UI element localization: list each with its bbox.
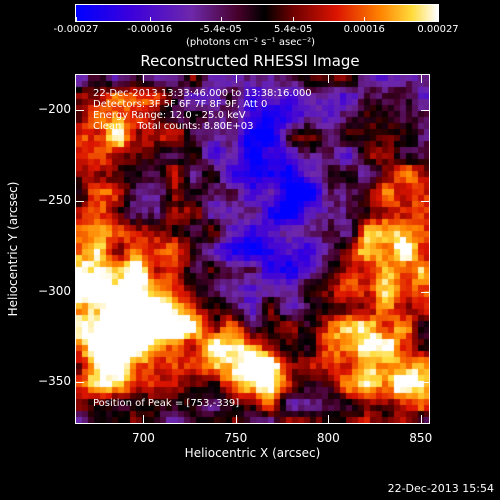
x-tick-mark bbox=[420, 415, 422, 423]
colorbar-tick-mark bbox=[364, 17, 366, 22]
x-tick-label: 850 bbox=[409, 431, 433, 445]
footer-timestamp: 22-Dec-2013 15:54 bbox=[387, 482, 494, 495]
y-tick-label: −350 bbox=[38, 374, 71, 389]
colorbar-tick-mark bbox=[149, 17, 151, 22]
x-tick-label: 700 bbox=[131, 431, 155, 445]
colorbar-tick-label: 0.00016 bbox=[343, 24, 385, 35]
colorbar-tick-mark bbox=[76, 17, 77, 22]
annotation-detectors: Detectors: 3F 5F 6F 7F 8F 9F, Att 0 bbox=[93, 99, 268, 110]
x-tick-mark bbox=[420, 75, 422, 83]
colorbar-tick-mark bbox=[293, 17, 295, 22]
x-tick-mark bbox=[143, 415, 145, 423]
plot-title: Reconstructed RHESSI Image bbox=[140, 52, 360, 70]
y-tick-label: −250 bbox=[38, 192, 71, 207]
y-tick-mark bbox=[76, 110, 84, 112]
colorbar bbox=[75, 4, 439, 22]
x-tick-mark bbox=[328, 75, 330, 83]
y-tick-mark bbox=[421, 200, 429, 202]
colorbar-tick-mark bbox=[220, 17, 222, 22]
x-tick-mark bbox=[143, 75, 145, 83]
x-tick-label: 750 bbox=[224, 431, 248, 445]
y-tick-label: −300 bbox=[38, 283, 71, 298]
y-tick-mark bbox=[421, 110, 429, 112]
colorbar-tick-label: 5.4e-05 bbox=[273, 24, 313, 35]
colorbar-tick-label: -0.00027 bbox=[53, 24, 99, 35]
x-tick-mark bbox=[235, 75, 237, 83]
colorbar-tick-label: 0.00027 bbox=[417, 24, 459, 35]
y-axis-label: Heliocentric Y (arcsec) bbox=[6, 181, 20, 317]
x-tick-mark bbox=[328, 415, 330, 423]
colorbar-tick-label: -5.4e-05 bbox=[199, 24, 242, 35]
annotation-method: Clean Total counts: 8.80E+03 bbox=[93, 121, 254, 132]
y-tick-label: −200 bbox=[38, 102, 71, 117]
colorbar-tick-label: -0.00016 bbox=[127, 24, 173, 35]
heatmap-image bbox=[76, 75, 429, 423]
y-tick-mark bbox=[76, 200, 84, 202]
x-tick-label: 800 bbox=[316, 431, 340, 445]
annotation-peak-position: Position of Peak = [753,-339] bbox=[93, 398, 240, 409]
colorbar-tick-mark bbox=[438, 17, 439, 22]
y-tick-mark bbox=[76, 382, 84, 384]
annotation-energy-range: Energy Range: 12.0 - 25.0 keV bbox=[93, 110, 246, 121]
annotation-time-range: 22-Dec-2013 13:33:46.000 to 13:38:16.000 bbox=[93, 88, 312, 99]
colorbar-units-label: (photons cm⁻² s⁻¹ asec⁻²) bbox=[186, 37, 316, 48]
x-axis-label: Heliocentric X (arcsec) bbox=[184, 446, 321, 460]
x-tick-mark bbox=[235, 415, 237, 423]
y-tick-mark bbox=[421, 291, 429, 293]
y-tick-mark bbox=[421, 382, 429, 384]
y-tick-mark bbox=[76, 291, 84, 293]
image-plot-area bbox=[75, 74, 430, 424]
